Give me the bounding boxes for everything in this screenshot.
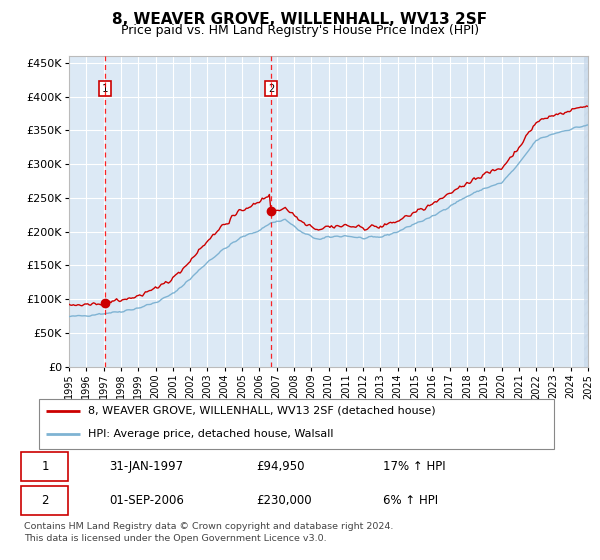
Text: 2: 2 [268,83,274,94]
FancyBboxPatch shape [38,399,554,449]
Text: Contains HM Land Registry data © Crown copyright and database right 2024.
This d: Contains HM Land Registry data © Crown c… [24,522,394,543]
Text: 31-JAN-1997: 31-JAN-1997 [110,460,184,473]
Text: 1: 1 [41,460,49,473]
FancyBboxPatch shape [21,452,68,481]
Text: 17% ↑ HPI: 17% ↑ HPI [383,460,445,473]
Text: Price paid vs. HM Land Registry's House Price Index (HPI): Price paid vs. HM Land Registry's House … [121,24,479,36]
Text: 2: 2 [41,494,49,507]
Text: £94,950: £94,950 [256,460,304,473]
Text: HPI: Average price, detached house, Walsall: HPI: Average price, detached house, Wals… [88,430,334,439]
Text: 8, WEAVER GROVE, WILLENHALL, WV13 2SF: 8, WEAVER GROVE, WILLENHALL, WV13 2SF [112,12,488,27]
Text: 1: 1 [102,83,108,94]
Text: 8, WEAVER GROVE, WILLENHALL, WV13 2SF (detached house): 8, WEAVER GROVE, WILLENHALL, WV13 2SF (d… [88,406,436,416]
Text: £230,000: £230,000 [256,494,311,507]
FancyBboxPatch shape [21,486,68,515]
Text: 01-SEP-2006: 01-SEP-2006 [110,494,184,507]
Text: 6% ↑ HPI: 6% ↑ HPI [383,494,438,507]
